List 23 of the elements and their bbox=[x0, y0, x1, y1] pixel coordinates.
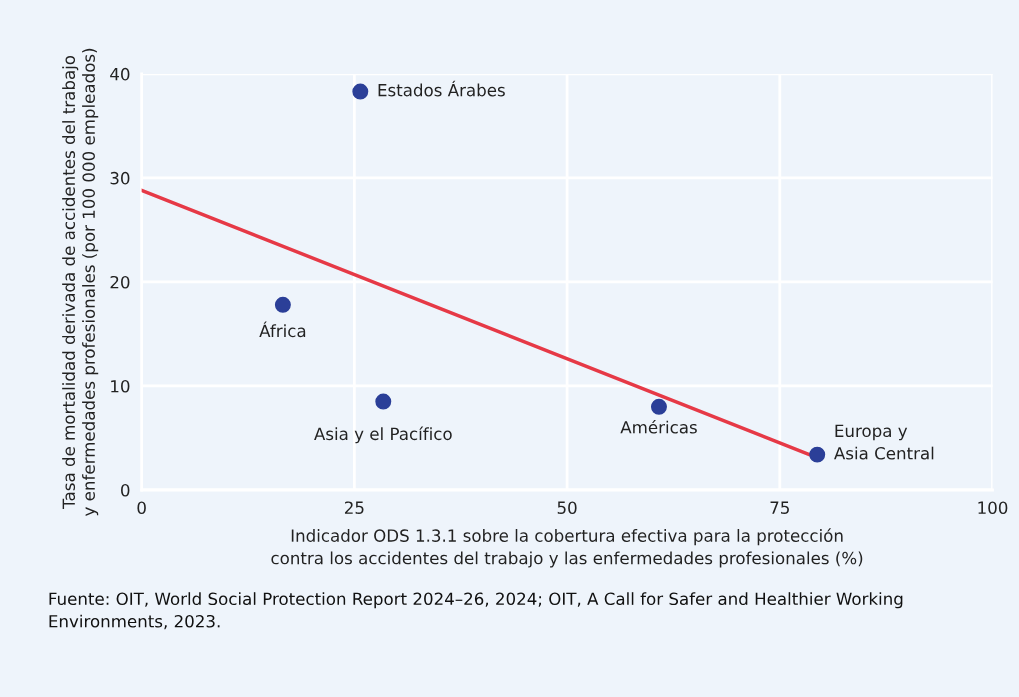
point bbox=[352, 83, 369, 100]
source-note: Fuente: OIT, World Social Protection Report 2024–26, 2024; OIT, A Call for Safer and Healthier Working Environments, 2023. bbox=[49, 592, 903, 630]
annotation: África bbox=[259, 321, 306, 338]
annotation: Estados Árabes bbox=[378, 80, 505, 97]
point bbox=[650, 398, 667, 415]
y-axis-title: Tasa de mortalidad derivada de accidentes del trabajo y enfermedades profesionales (por 100 000 empleados) bbox=[62, 48, 99, 516]
point bbox=[809, 446, 826, 463]
x-axis-title: Indicador ODS 1.3.1 sobre la cobertura efectiva para la protección contra los accidentes del trabajo y las enfermedades profesionales (%) bbox=[271, 528, 863, 568]
y-tick-label: 30 bbox=[110, 171, 130, 185]
x-tick-label: 25 bbox=[344, 501, 364, 514]
annotation: Asia y el Pacífico bbox=[314, 426, 452, 444]
x-tick-label: 50 bbox=[557, 501, 577, 514]
y-tick-label: 40 bbox=[110, 67, 130, 81]
x-tick-label: 0 bbox=[137, 501, 146, 514]
annotation: Américas bbox=[620, 419, 697, 434]
x-tick-label: 75 bbox=[770, 501, 789, 514]
y-tick-label: 0 bbox=[121, 483, 130, 497]
y-tick-label: 10 bbox=[111, 379, 130, 393]
annotation: Europa y Asia Central bbox=[834, 424, 934, 460]
point bbox=[274, 296, 291, 313]
point bbox=[375, 393, 392, 410]
x-tick-label: 100 bbox=[978, 501, 1008, 514]
y-tick-label: 20 bbox=[110, 275, 130, 289]
